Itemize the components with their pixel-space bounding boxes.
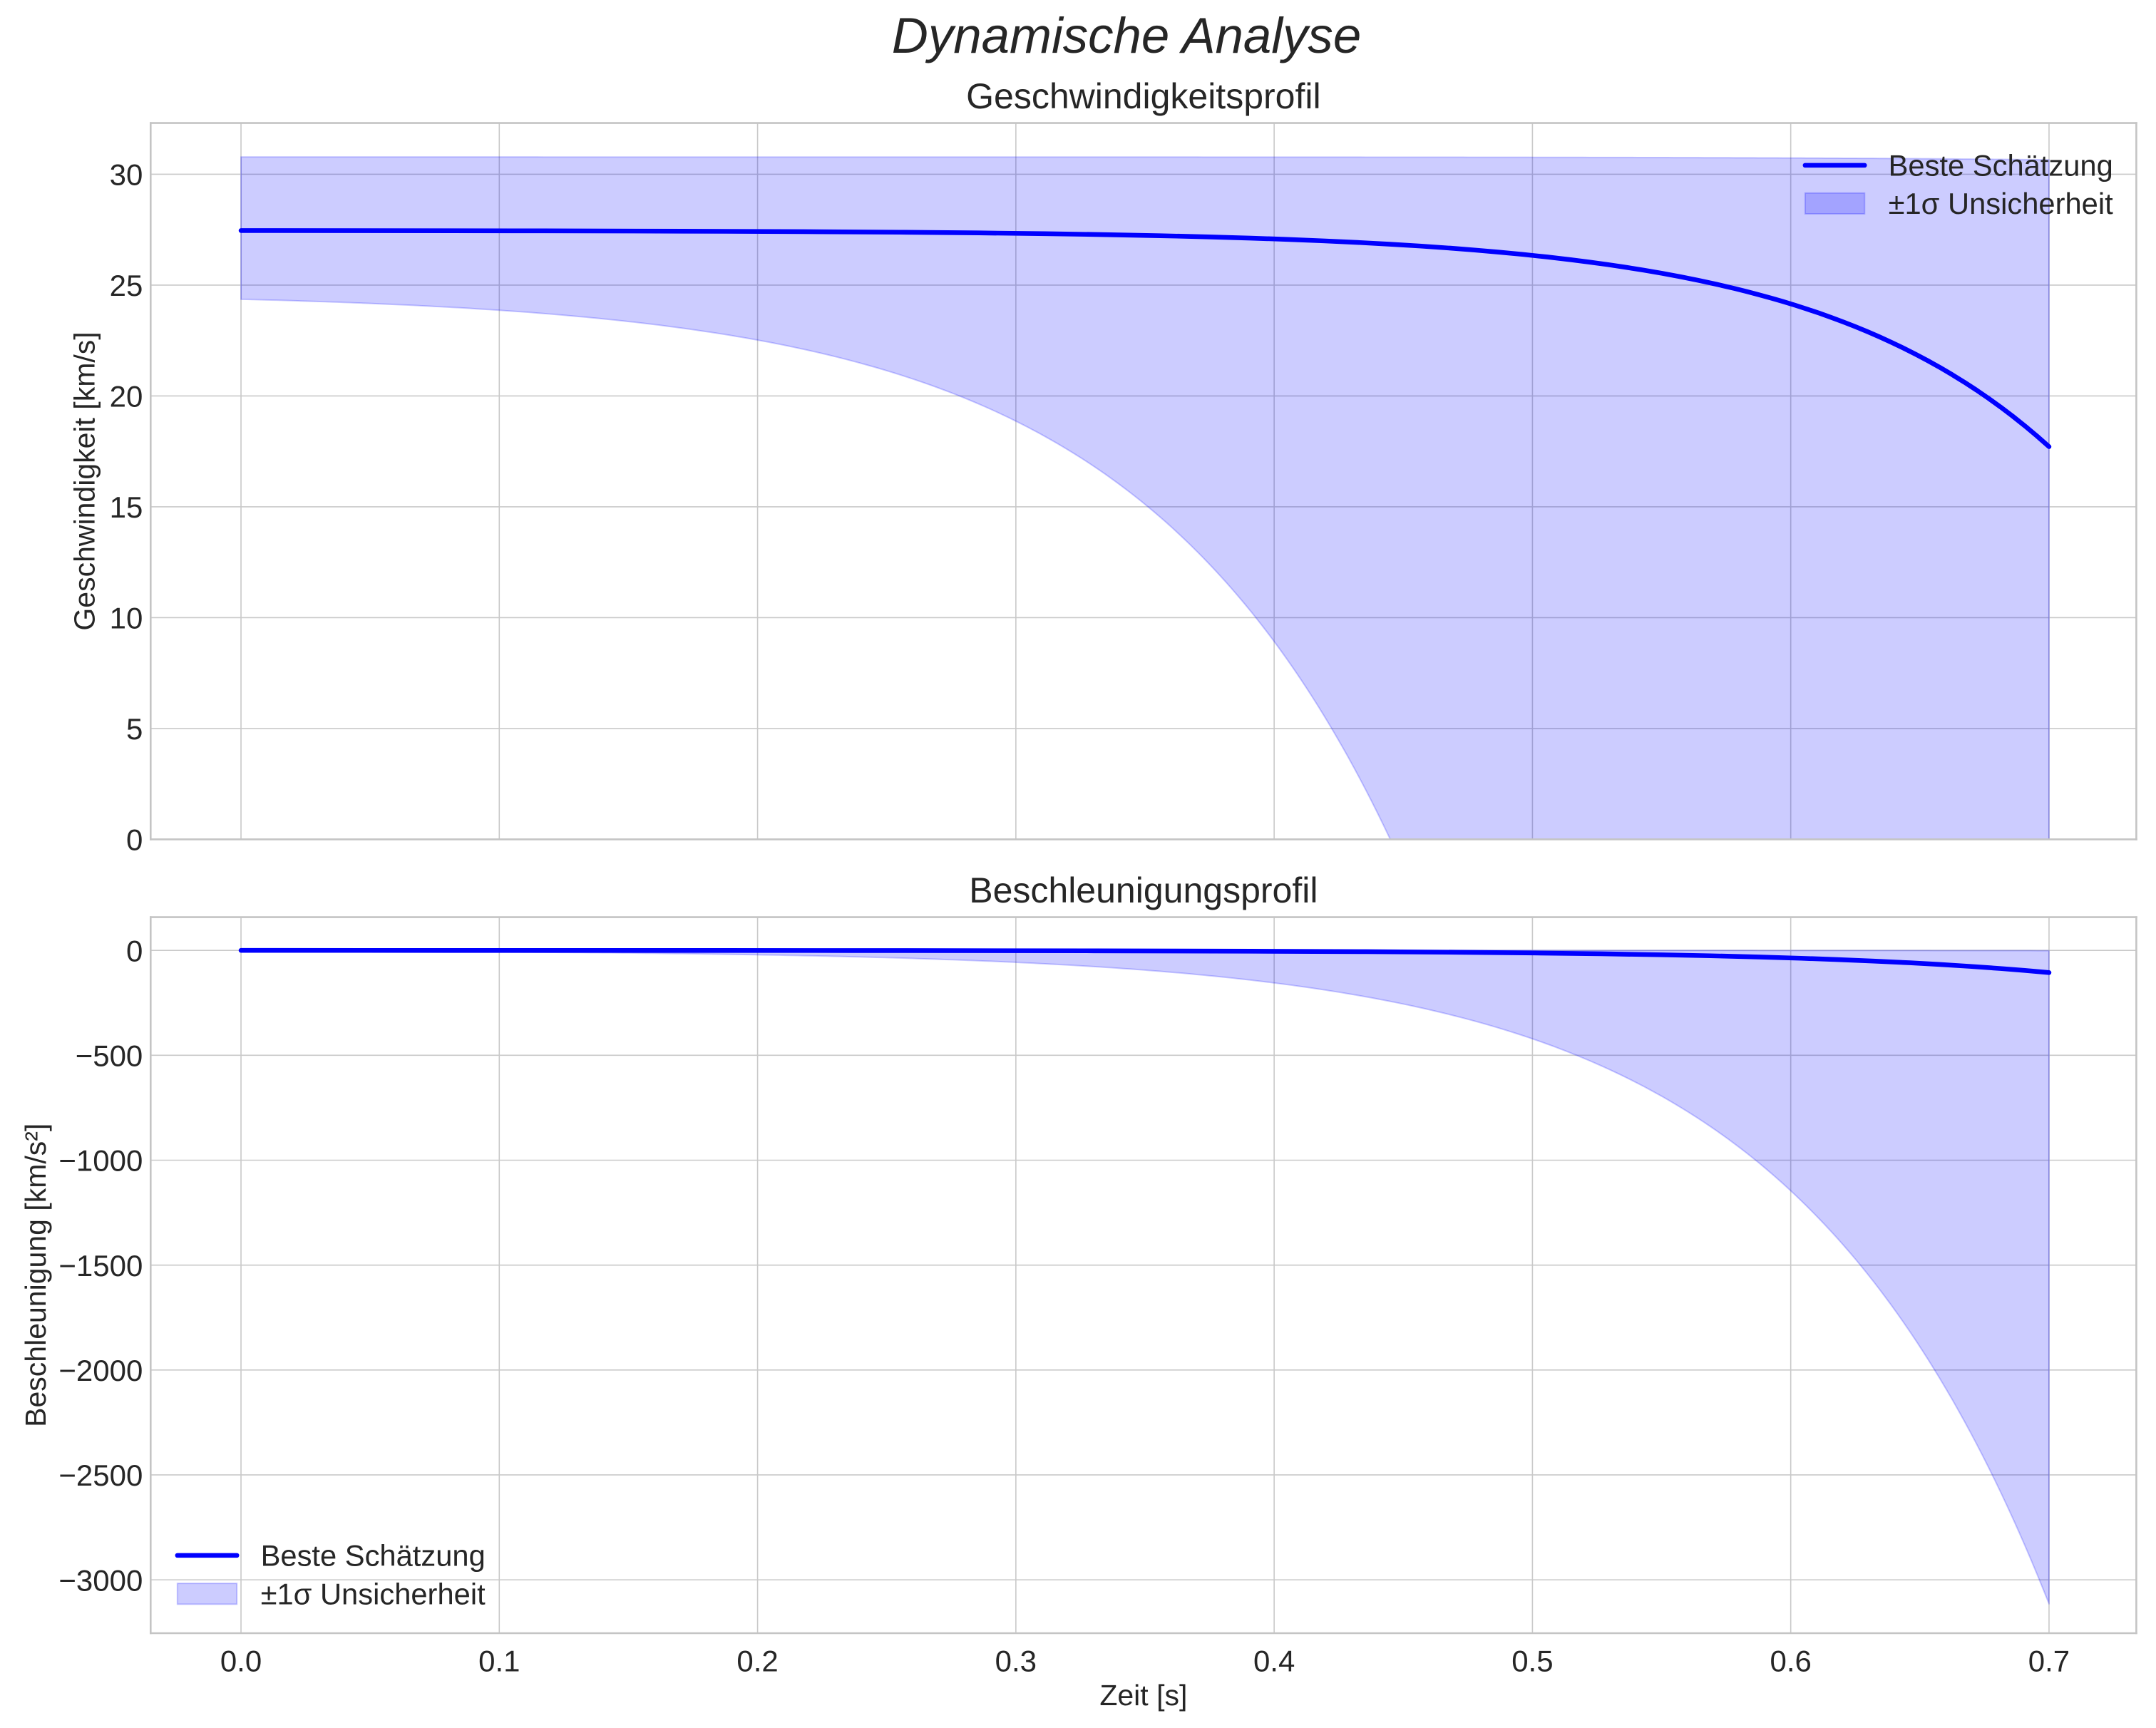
- svg-text:0.3: 0.3: [995, 1644, 1037, 1677]
- svg-text:20: 20: [110, 380, 143, 413]
- svg-text:Geschwindigkeit [km/s]: Geschwindigkeit [km/s]: [68, 331, 101, 630]
- svg-text:Beschleunigung [km/s²]: Beschleunigung [km/s²]: [19, 1123, 52, 1427]
- svg-text:0.1: 0.1: [478, 1644, 520, 1677]
- svg-text:0.7: 0.7: [2028, 1644, 2070, 1677]
- svg-text:0.5: 0.5: [1511, 1644, 1553, 1677]
- svg-text:30: 30: [110, 158, 143, 192]
- svg-text:10: 10: [110, 602, 143, 635]
- svg-text:Beste Schätzung: Beste Schätzung: [1889, 148, 2113, 182]
- svg-text:−1000: −1000: [58, 1144, 143, 1178]
- svg-text:−2000: −2000: [58, 1354, 143, 1387]
- svg-text:15: 15: [110, 490, 143, 524]
- svg-text:Dynamische Analyse: Dynamische Analyse: [892, 8, 1361, 64]
- svg-text:0.0: 0.0: [220, 1644, 262, 1677]
- svg-text:−3000: −3000: [58, 1563, 143, 1597]
- svg-text:25: 25: [110, 269, 143, 302]
- svg-text:0: 0: [126, 823, 143, 857]
- svg-text:−500: −500: [76, 1039, 143, 1073]
- svg-text:0.4: 0.4: [1253, 1644, 1295, 1677]
- svg-text:−2500: −2500: [58, 1459, 143, 1492]
- svg-text:±1σ Unsicherheit: ±1σ Unsicherheit: [1889, 187, 2113, 220]
- svg-text:Beschleunigungsprofil: Beschleunigungsprofil: [969, 870, 1318, 910]
- svg-text:Zeit [s]: Zeit [s]: [1099, 1679, 1187, 1712]
- svg-text:Beste Schätzung: Beste Schätzung: [261, 1538, 486, 1572]
- svg-text:5: 5: [126, 712, 143, 746]
- svg-text:Geschwindigkeitsprofil: Geschwindigkeitsprofil: [966, 76, 1320, 116]
- svg-text:0.2: 0.2: [736, 1644, 778, 1677]
- svg-text:0.6: 0.6: [1770, 1644, 1811, 1677]
- svg-text:±1σ Unsicherheit: ±1σ Unsicherheit: [261, 1577, 486, 1610]
- svg-text:0: 0: [126, 934, 143, 967]
- svg-text:−1500: −1500: [58, 1249, 143, 1282]
